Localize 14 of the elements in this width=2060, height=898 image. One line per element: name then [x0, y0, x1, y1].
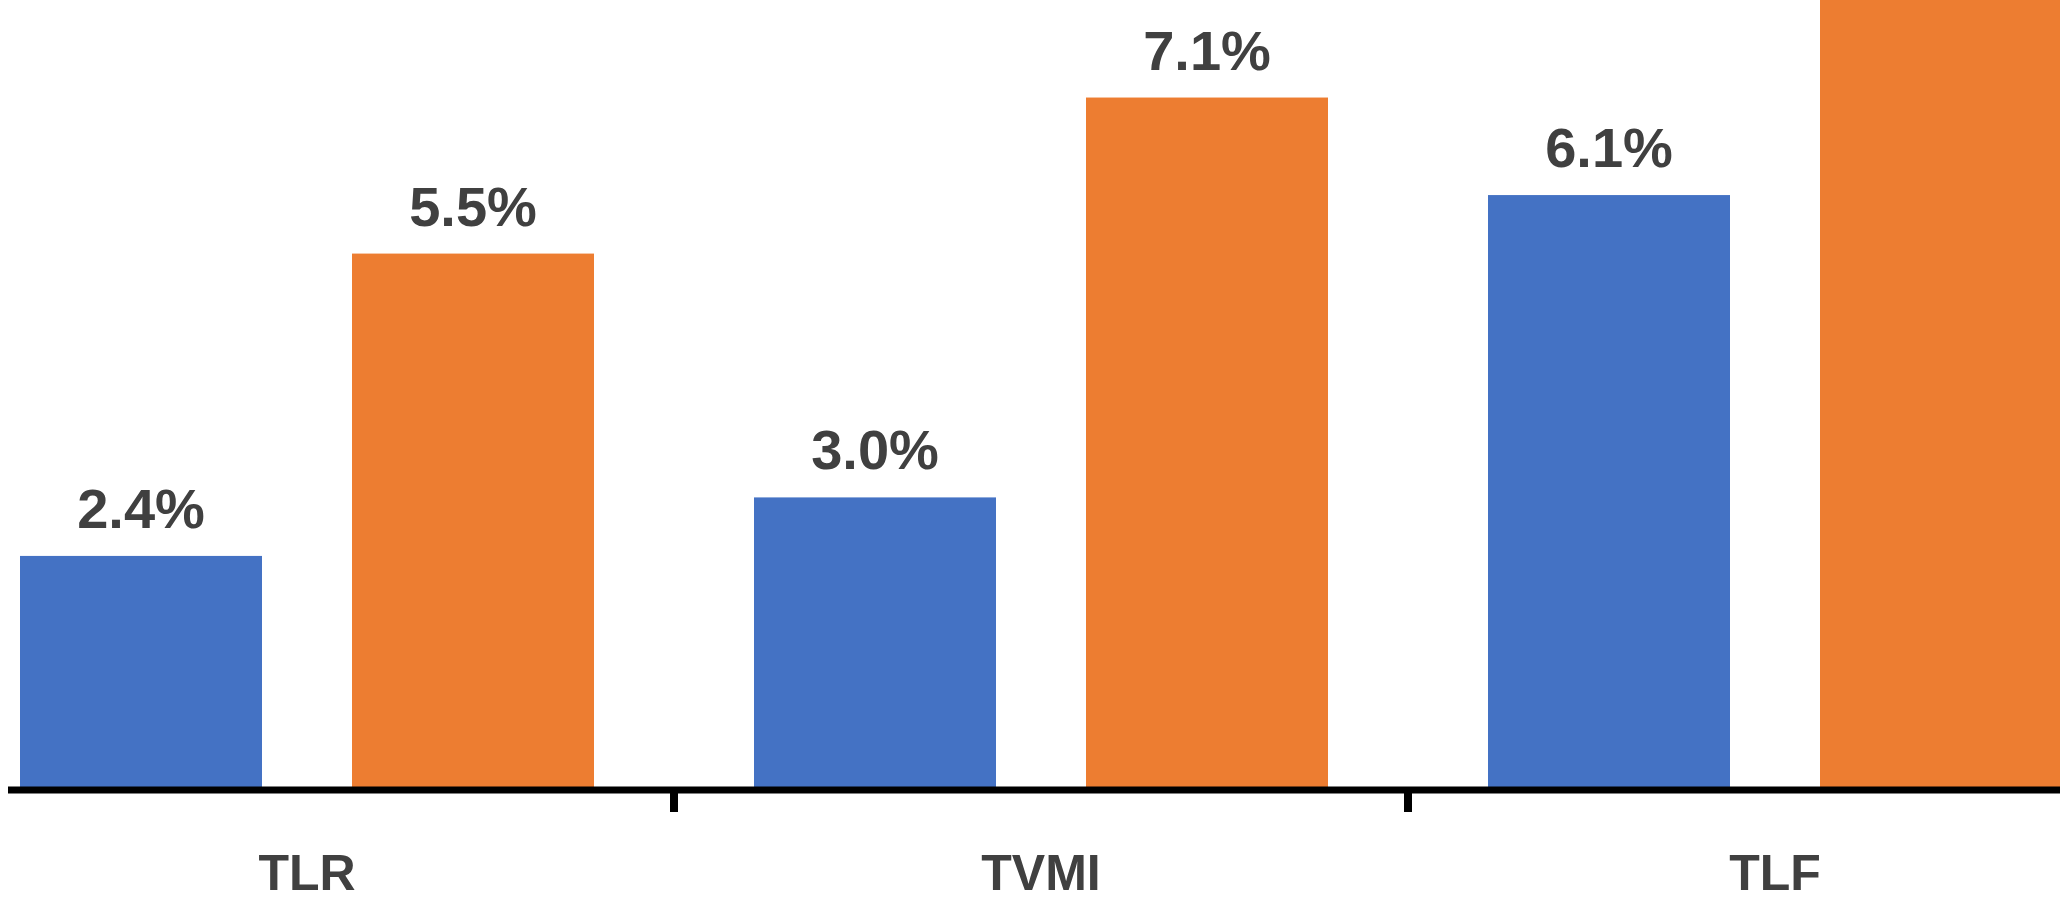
data-label: 7.1%	[1143, 18, 1271, 82]
data-label: 3.0%	[811, 418, 939, 482]
bar	[20, 555, 262, 790]
data-label: 5.5%	[409, 174, 537, 238]
data-label: 6.1%	[1545, 116, 1673, 180]
bar	[1086, 97, 1328, 790]
data-label: 2.4%	[77, 476, 205, 540]
bar	[1488, 195, 1730, 790]
x-tick-label: TLR	[258, 845, 356, 898]
bar	[1820, 0, 2060, 790]
bar	[754, 497, 996, 790]
bar	[352, 253, 594, 790]
x-tick-label: TLF	[1729, 845, 1821, 898]
x-tick-label: TVMI	[981, 845, 1101, 898]
